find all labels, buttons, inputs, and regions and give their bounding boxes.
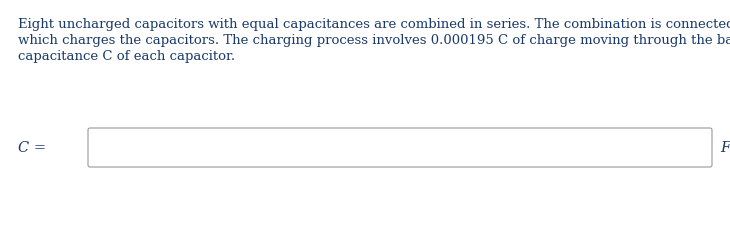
- FancyBboxPatch shape: [88, 128, 712, 167]
- Text: Eight uncharged capacitors with equal capacitances are combined in series. The c: Eight uncharged capacitors with equal ca…: [18, 18, 730, 31]
- Text: F: F: [720, 140, 730, 154]
- Text: which charges the capacitors. The charging process involves 0.000195 C of charge: which charges the capacitors. The chargi…: [18, 34, 730, 47]
- Text: capacitance C of each capacitor.: capacitance C of each capacitor.: [18, 50, 235, 63]
- Text: C =: C =: [18, 140, 46, 154]
